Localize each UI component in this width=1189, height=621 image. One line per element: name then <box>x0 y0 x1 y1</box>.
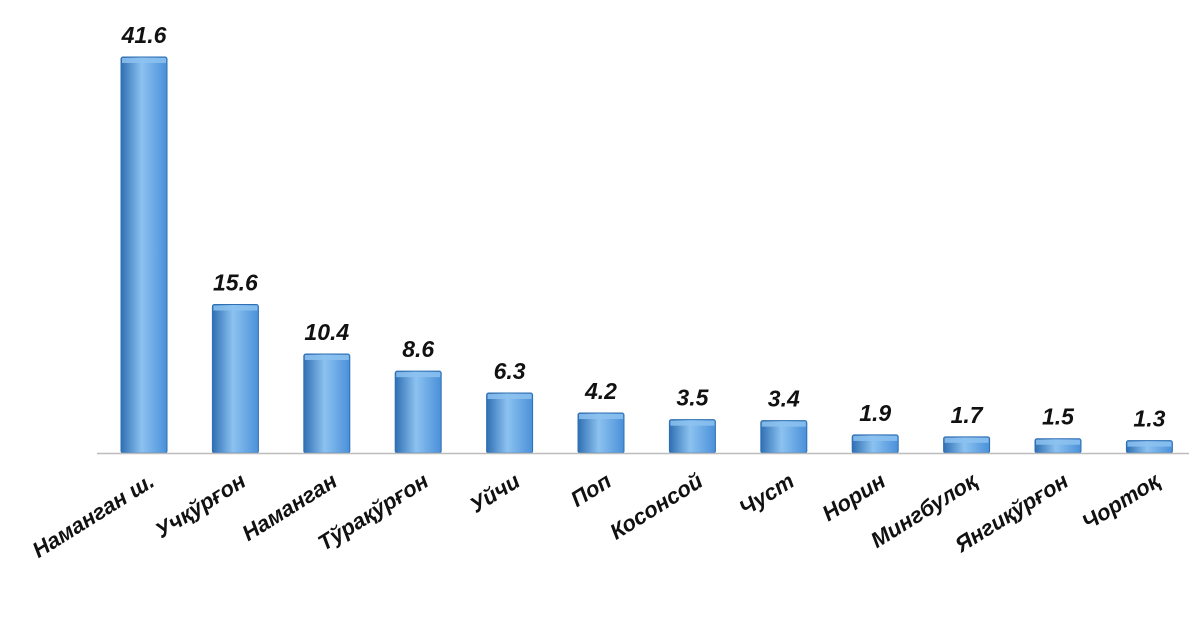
bar-group <box>303 353 351 454</box>
bar-top-highlight <box>213 305 258 311</box>
bars-layer <box>120 56 1173 454</box>
bar-top-highlight <box>1036 439 1080 445</box>
bar-value-label: 1.5 <box>1042 404 1075 430</box>
category-tick-label: Чуст <box>735 468 799 521</box>
bar-value-label: 1.7 <box>951 402 984 428</box>
bar-group <box>211 304 259 454</box>
bar-value-label: 8.6 <box>402 336 434 362</box>
category-tick-label: Учқўрғон <box>151 468 250 543</box>
bar-value-label: 10.4 <box>304 319 349 345</box>
value-labels-layer: 41.6 15.6 10.4 8.6 6.3 4.2 3.5 3.4 1.9 1.7 1.5 1.3 <box>121 22 1166 432</box>
bar-top-highlight <box>853 435 898 441</box>
bar-value-label: 15.6 <box>213 270 258 296</box>
bar <box>486 392 534 454</box>
bar-top-highlight <box>1127 441 1172 447</box>
bar-value-label: 3.4 <box>768 386 800 412</box>
bar-group <box>486 392 534 454</box>
bar-value-label: 6.3 <box>494 358 526 384</box>
category-tick-label: Чортоқ <box>1078 467 1166 535</box>
bar <box>303 353 351 454</box>
bar-top-highlight <box>761 421 806 427</box>
category-tick-label: Уйчи <box>465 468 525 518</box>
bar-value-label: 3.5 <box>676 385 709 411</box>
bar-top-highlight <box>122 58 166 63</box>
category-tick-label: Норин <box>818 468 890 526</box>
bar <box>120 56 168 454</box>
bar-top-highlight <box>579 414 623 420</box>
bar-group <box>394 370 442 454</box>
bar <box>394 370 442 454</box>
bar-group <box>851 434 899 454</box>
bar-value-label: 1.9 <box>859 400 891 426</box>
bar-group <box>760 420 808 454</box>
category-tick-label: Наманган ш. <box>28 468 159 563</box>
bar-value-label: 1.3 <box>1133 406 1165 432</box>
bar-value-label: 4.2 <box>584 378 617 404</box>
category-tick-label: Косонсой <box>605 468 707 545</box>
bar <box>211 304 259 454</box>
bar-group <box>943 436 991 454</box>
bar-value-label: 41.6 <box>121 22 167 48</box>
bar-top-highlight <box>304 355 349 360</box>
bar-group <box>120 56 168 454</box>
bar-top-highlight <box>396 372 441 378</box>
bar-group <box>577 412 625 454</box>
bar-group <box>668 419 716 454</box>
bar-top-highlight <box>487 394 532 400</box>
bar-top-highlight <box>944 437 989 443</box>
bar-top-highlight <box>670 420 715 426</box>
bar-group <box>1034 438 1082 454</box>
bar-group <box>1125 440 1173 454</box>
category-tick-label: Поп <box>566 468 616 512</box>
